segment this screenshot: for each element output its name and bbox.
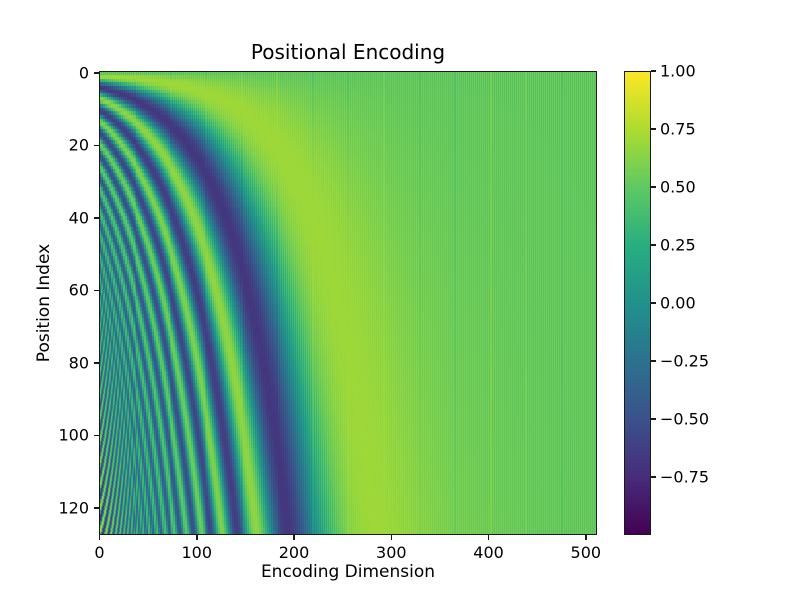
x-tick-label: 300: [376, 543, 407, 562]
y-tick-mark: [94, 144, 99, 147]
y-tick-mark: [94, 434, 99, 437]
colorbar-tick-mark: [651, 244, 656, 246]
colorbar-tick-label: 0.00: [660, 293, 696, 313]
colorbar-tick-mark: [651, 302, 656, 304]
x-tick-mark: [585, 535, 587, 540]
chart-title: Positional Encoding: [250, 40, 446, 64]
x-tick-label: 200: [278, 543, 310, 562]
y-tick-label: 80: [68, 353, 89, 373]
y-tick-label: 20: [68, 135, 89, 155]
x-tick-mark: [487, 535, 490, 540]
y-tick-label: 40: [68, 208, 89, 228]
x-tick-mark: [196, 535, 198, 540]
x-axis-label: Encoding Dimension: [260, 562, 436, 582]
x-tick-mark: [293, 535, 295, 540]
x-tick-label: 400: [473, 543, 504, 562]
y-tick-label: 100: [58, 425, 89, 445]
x-tick-label: 0: [94, 543, 105, 562]
y-tick-mark: [94, 289, 99, 292]
heatmap-canvas: [99, 71, 597, 535]
colorbar-tick-label: 0.25: [660, 235, 696, 255]
colorbar-tick-label: −0.25: [660, 351, 710, 371]
colorbar-tick-mark: [651, 476, 656, 478]
x-tick-label: 500: [570, 543, 602, 562]
colorbar-tick-label: 0.50: [660, 177, 696, 197]
y-tick-label: 0: [78, 63, 89, 83]
y-tick-mark: [94, 72, 99, 74]
colorbar-tick-label: −0.75: [660, 467, 710, 487]
colorbar-tick-mark: [651, 418, 656, 420]
x-tick-mark: [98, 535, 101, 540]
x-tick-mark: [390, 535, 393, 540]
y-axis-label: Position Index: [34, 243, 54, 363]
colorbar-tick-mark: [651, 128, 656, 130]
colorbar-tick-mark: [651, 70, 656, 72]
y-tick-mark: [94, 507, 99, 509]
colorbar-tick-mark: [651, 186, 656, 188]
y-tick-label: 60: [68, 280, 89, 300]
colorbar-tick-label: 1.00: [660, 61, 696, 81]
y-tick-mark: [94, 362, 99, 364]
x-tick-label: 100: [181, 543, 213, 562]
colorbar-tick-mark: [651, 360, 656, 362]
colorbar-tick-label: −0.50: [660, 409, 710, 429]
y-tick-label: 120: [58, 498, 89, 518]
colorbar-tick-label: 0.75: [660, 119, 696, 139]
y-tick-mark: [94, 217, 99, 219]
colorbar: [624, 71, 651, 535]
